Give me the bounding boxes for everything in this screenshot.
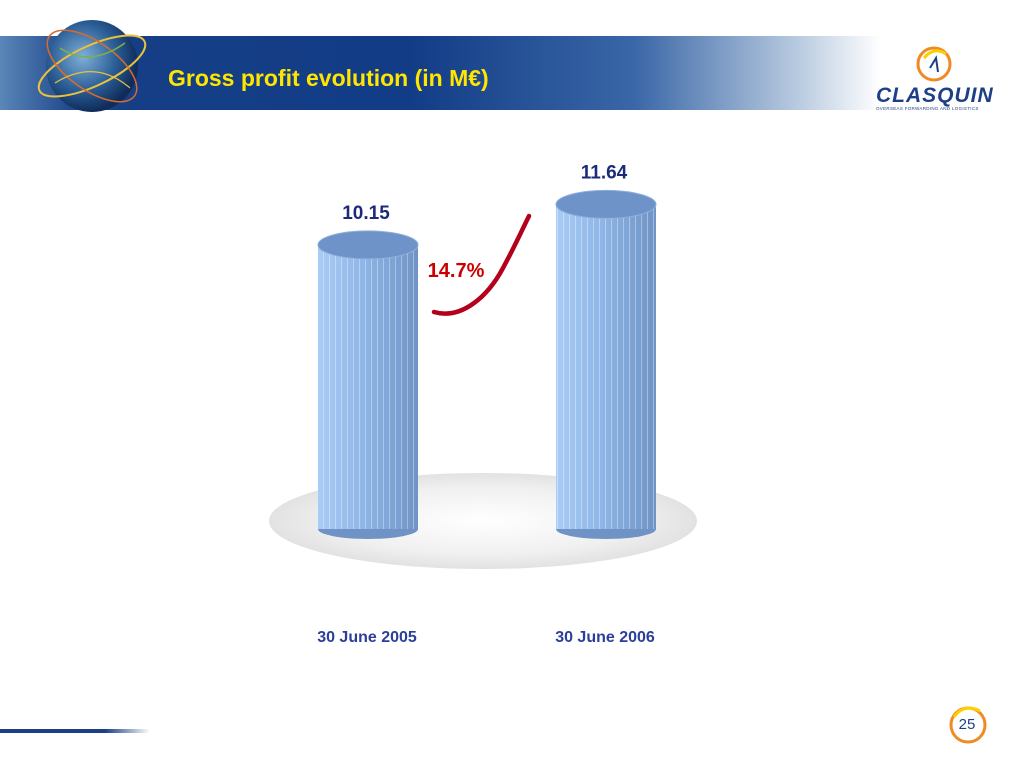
globe-icon <box>37 20 147 112</box>
page-title: Gross profit evolution (in M€) <box>168 65 489 91</box>
brand-tagline: OVERSEAS FORWARDING AND LOGISTICS <box>876 106 979 111</box>
page-badge-icon <box>949 706 987 744</box>
bar <box>555 189 657 539</box>
growth-annotation: 14.7% <box>428 260 485 282</box>
header-band <box>0 36 1024 110</box>
footer-rule <box>0 729 150 733</box>
growth-arrow <box>431 213 532 316</box>
bar <box>317 230 419 539</box>
bar-value-label: 11.64 <box>581 162 628 183</box>
category-label: 30 June 2006 <box>555 629 655 646</box>
clasquin-logo-icon <box>916 46 952 82</box>
brand-name: CLASQUIN <box>876 84 994 107</box>
category-label: 30 June 2005 <box>317 629 417 646</box>
bar-value-label: 10.15 <box>342 203 390 224</box>
page-number: 25 <box>958 716 976 733</box>
